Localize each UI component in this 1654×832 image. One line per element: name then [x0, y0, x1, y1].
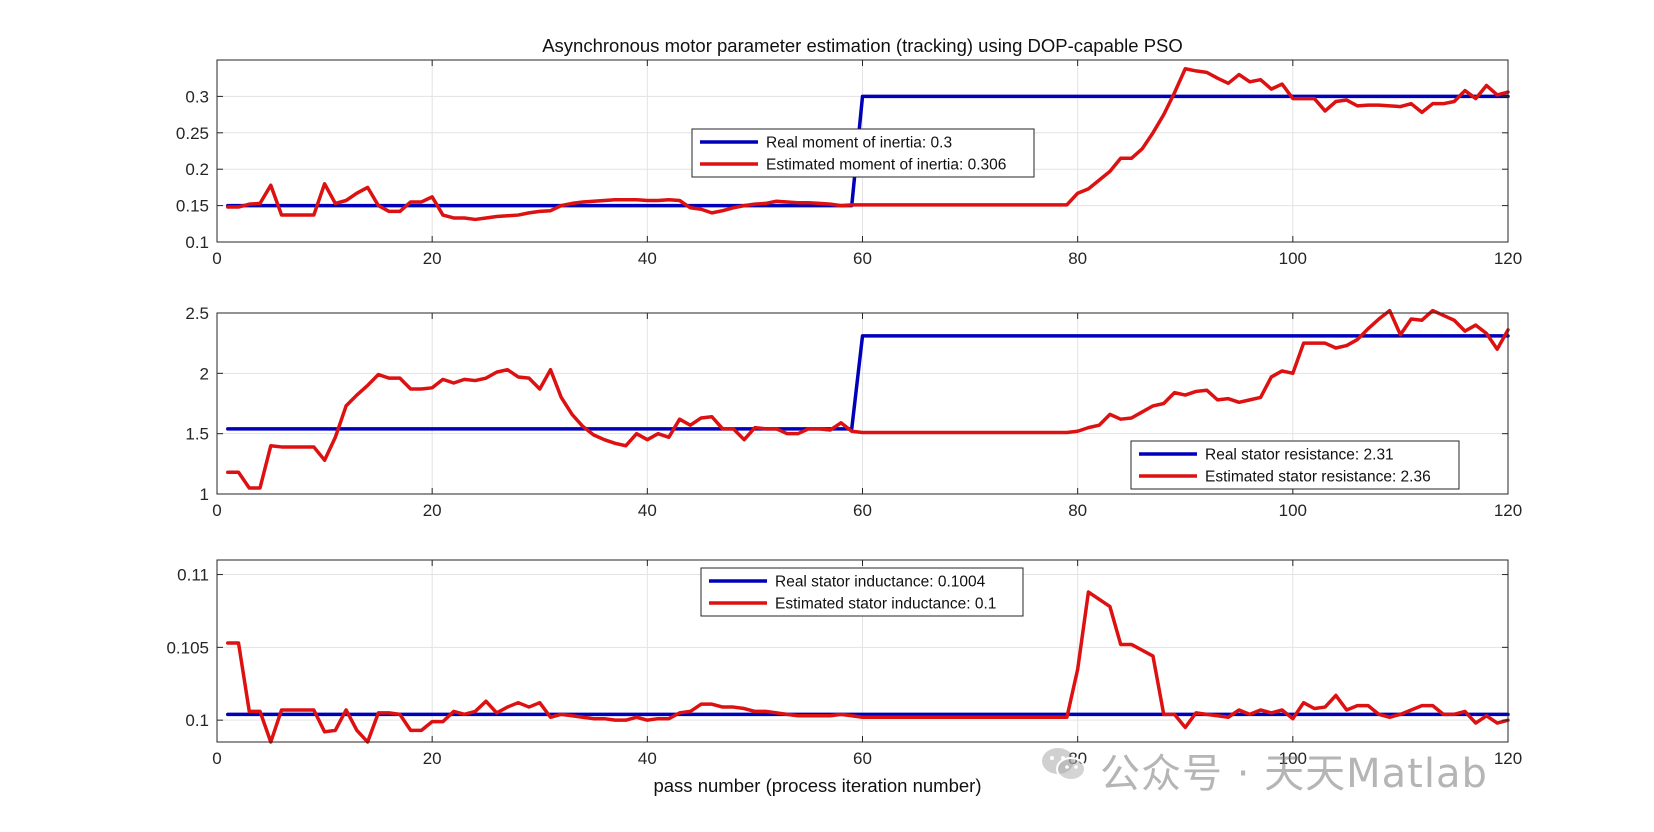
x-tick-label: 0: [212, 749, 221, 768]
legend: Real moment of inertia: 0.3 Estimated mom…: [691, 128, 1035, 178]
y-tick-label: 2: [200, 364, 209, 383]
x-tick-label: 40: [638, 749, 657, 768]
x-tick-label: 20: [423, 249, 442, 268]
y-tick-label: 0.11: [177, 566, 209, 585]
y-tick-label: 0.105: [166, 638, 209, 657]
real-series-line: [226, 334, 1510, 431]
x-tick-label: 20: [423, 501, 442, 520]
x-tick-label: 100: [1279, 749, 1307, 768]
legend-label-real: Real moment of inertia: 0.3: [766, 135, 952, 152]
watermark: 公众号 · 天天Matlab: [1100, 751, 1488, 797]
legend-box: [691, 128, 1035, 178]
legend-label-estimated: Estimated stator resistance: 2.36: [1205, 469, 1431, 486]
x-tick-label: 20: [423, 749, 442, 768]
legend-box: [700, 567, 1024, 617]
estimated-series-line: [226, 308, 1510, 490]
y-tick-label: 1.5: [185, 425, 209, 444]
y-tick-label: 0.15: [176, 197, 209, 216]
legend: Real stator inductance: 0.1004 Estimated …: [700, 567, 1024, 617]
x-tick-label: 40: [638, 501, 657, 520]
wechat-icon: [1040, 745, 1088, 785]
legend-label-real: Real stator resistance: 2.31: [1205, 447, 1394, 464]
x-tick-label: 0: [212, 249, 221, 268]
y-tick-label: 0.25: [176, 124, 209, 143]
subplot-2: 0 20 40 60 80 100 120 1 1.5 2 2.5 Real stator resis…: [185, 304, 1522, 520]
x-tick-label: 120: [1494, 249, 1522, 268]
y-tick-label: 0.1: [185, 233, 209, 252]
y-tick-label: 0.2: [185, 160, 209, 179]
legend-label-estimated: Estimated stator inductance: 0.1: [775, 596, 996, 613]
x-tick-label: 80: [1068, 501, 1087, 520]
y-tick-label: 2.5: [185, 304, 209, 323]
estimated-series-line: [226, 66, 1510, 222]
y-tick-label: 0.1: [185, 711, 209, 730]
subplot-1: 0 20 40 60 80 100 120 0.1 0.15 0.2 0.25 0.3 Real mom…: [176, 59, 1522, 268]
chart-title: Asynchronous motor parameter estimation …: [542, 35, 1183, 56]
legend-box: [1130, 440, 1460, 490]
x-tick-label: 120: [1494, 501, 1522, 520]
x-axis-label: pass number (process iteration number): [653, 775, 981, 796]
estimated-series-line: [226, 590, 1510, 744]
x-tick-label: 100: [1279, 249, 1307, 268]
x-tick-label: 0: [212, 501, 221, 520]
x-tick-label: 60: [853, 749, 872, 768]
legend-label-estimated: Estimated moment of inertia: 0.306: [766, 157, 1006, 174]
x-tick-label: 120: [1494, 749, 1522, 768]
y-tick-label: 0.3: [185, 87, 209, 106]
x-tick-label: 60: [853, 501, 872, 520]
legend: Real stator resistance: 2.31 Estimated st…: [1130, 440, 1460, 490]
legend-label-real: Real stator inductance: 0.1004: [775, 574, 986, 591]
x-tick-label: 40: [638, 249, 657, 268]
x-tick-label: 100: [1279, 501, 1307, 520]
x-tick-label: 60: [853, 249, 872, 268]
y-tick-label: 1: [200, 485, 209, 504]
x-tick-label: 80: [1068, 249, 1087, 268]
